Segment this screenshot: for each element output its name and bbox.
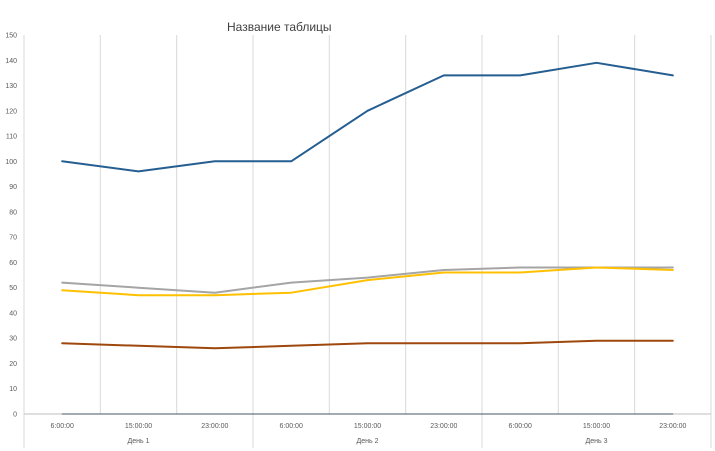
x-tick-label: 6:00:00 (50, 423, 73, 430)
y-tick-label: 90 (9, 184, 17, 191)
y-tick-label: 30 (9, 336, 17, 343)
x-tick-label: 6:00:00 (508, 423, 531, 430)
y-tick-label: 110 (6, 134, 17, 141)
y-tick-label: 80 (9, 209, 17, 216)
y-tick-label: 70 (9, 235, 17, 242)
y-tick-label: 20 (9, 361, 17, 368)
y-tick-label: 130 (5, 83, 17, 90)
x-tick-label: 15:00:00 (125, 423, 152, 430)
y-tick-label: 100 (5, 159, 17, 166)
y-tick-label: 10 (9, 386, 17, 393)
x-tick-label: 23:00:00 (201, 423, 228, 430)
group-label: День 3 (586, 438, 608, 445)
y-tick-label: 40 (9, 310, 17, 317)
y-tick-label: 50 (9, 285, 17, 292)
y-tick-label: 120 (5, 108, 17, 115)
chart-title: Название таблицы (227, 20, 332, 34)
series-line-1 (61, 61, 674, 173)
y-tick-label: 0 (13, 412, 17, 419)
x-tick-label: 6:00:00 (279, 423, 302, 430)
y-tick-label: 60 (9, 260, 17, 267)
x-tick-label: 15:00:00 (583, 423, 610, 430)
series-line-4 (61, 339, 674, 350)
series-line-3 (61, 266, 674, 297)
x-tick-label: 23:00:00 (430, 423, 457, 430)
x-tick-label: 23:00:00 (659, 423, 686, 430)
y-tick-label: 150 (5, 33, 17, 40)
y-tick-label: 140 (5, 58, 17, 65)
group-label: День 2 (357, 438, 379, 445)
series-line-2 (61, 266, 674, 294)
x-tick-label: 15:00:00 (354, 423, 381, 430)
group-label: День 1 (128, 438, 150, 445)
